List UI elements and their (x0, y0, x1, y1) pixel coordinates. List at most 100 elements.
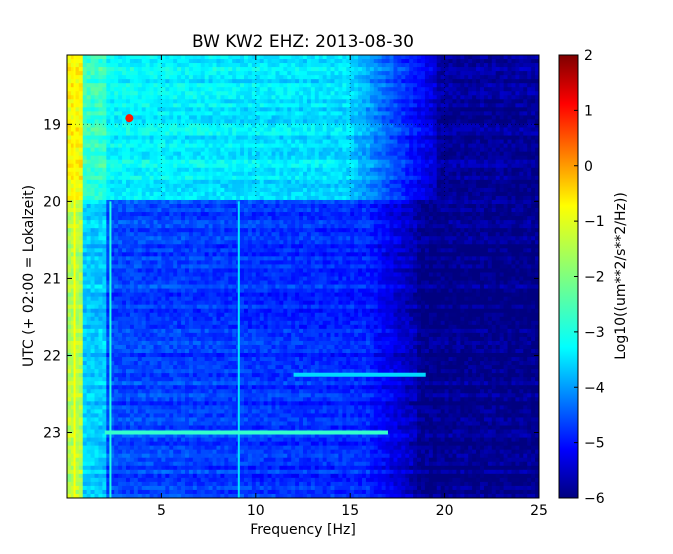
heatmap-cell (236, 143, 241, 149)
heatmap-cell (428, 135, 434, 141)
heatmap-cell (200, 107, 206, 112)
heatmap-cell (216, 187, 221, 193)
heatmap-cell (405, 75, 410, 80)
heatmap-cell (527, 87, 532, 92)
heatmap-cell (338, 195, 343, 201)
heatmap-cell (460, 103, 465, 108)
heatmap-cell (499, 71, 505, 76)
heatmap-cell (507, 167, 513, 173)
heatmap-cell (188, 163, 194, 169)
heatmap-cell (67, 107, 72, 112)
heatmap-cell (424, 79, 430, 84)
heatmap-cell (452, 131, 457, 137)
heatmap-cell (342, 204, 347, 209)
heatmap-cell (220, 75, 225, 80)
heatmap-cell (511, 135, 516, 141)
heatmap-cell (287, 208, 292, 213)
heatmap-cell (456, 212, 461, 217)
heatmap-cell (354, 220, 359, 225)
heatmap-cell (440, 127, 446, 133)
heatmap-cell (472, 135, 477, 141)
heatmap-cell (102, 208, 107, 213)
heatmap-cell (369, 119, 375, 125)
heatmap-cell (153, 139, 159, 145)
heatmap-cell (181, 87, 186, 92)
heatmap-cell (141, 119, 147, 125)
heatmap-cell (338, 139, 343, 145)
heatmap-cell (267, 135, 273, 141)
heatmap-cell (444, 79, 450, 84)
heatmap-cell (326, 55, 332, 60)
heatmap-cell (106, 208, 111, 213)
heatmap-cell (310, 111, 316, 117)
heatmap-cell (468, 55, 473, 60)
heatmap-cell (153, 67, 159, 72)
heatmap-cell (247, 147, 253, 153)
heatmap-cell (94, 55, 100, 60)
heatmap-cell (173, 175, 178, 181)
heatmap-cell (483, 195, 489, 201)
heatmap-cell (78, 59, 84, 64)
heatmap-cell (177, 115, 182, 121)
heatmap-cell (523, 175, 528, 181)
heatmap-cell (271, 111, 277, 117)
heatmap-cell (110, 191, 115, 197)
heatmap-cell (181, 195, 186, 201)
heatmap-cell (141, 179, 147, 185)
heatmap-cell (232, 123, 237, 129)
heatmap-cell (377, 79, 383, 84)
heatmap-cell (220, 216, 225, 221)
heatmap-cell (448, 159, 454, 165)
heatmap-cell (358, 119, 363, 125)
heatmap-cell (299, 204, 304, 209)
heatmap-cell (476, 91, 481, 96)
heatmap-cell (98, 187, 103, 193)
heatmap-cell (314, 91, 320, 96)
heatmap-cell (102, 220, 107, 225)
heatmap-cell (401, 212, 406, 217)
heatmap-cell (456, 135, 461, 141)
heatmap-cell (385, 171, 391, 177)
heatmap-cell (295, 151, 300, 157)
heatmap-cell (330, 83, 336, 88)
heatmap-cell (499, 143, 505, 149)
heatmap-cell (275, 212, 280, 217)
heatmap-cell (153, 63, 159, 68)
heatmap-cell (283, 183, 288, 189)
heatmap-cell (377, 87, 383, 92)
heatmap-cell (212, 151, 218, 157)
heatmap-cell (295, 175, 300, 181)
heatmap-cell (424, 139, 430, 145)
heatmap-cell (428, 83, 434, 88)
heatmap-cell (177, 208, 182, 213)
heatmap-cell (283, 171, 288, 177)
heatmap-cell (413, 127, 418, 133)
heatmap-cell (381, 115, 387, 121)
heatmap-cell (409, 212, 414, 217)
heatmap-cell (181, 71, 186, 76)
heatmap-cell (354, 204, 359, 209)
heatmap-cell (173, 139, 178, 145)
heatmap-cell (255, 199, 261, 205)
heatmap-cell (350, 99, 355, 104)
heatmap-cell (464, 208, 469, 213)
heatmap-cell (381, 99, 387, 104)
heatmap-cell (244, 115, 249, 121)
heatmap-cell (303, 63, 308, 68)
heatmap-cell (472, 59, 477, 64)
heatmap-cell (291, 127, 296, 133)
heatmap-cell (354, 199, 359, 205)
heatmap-cell (322, 67, 328, 72)
heatmap-cell (244, 183, 249, 189)
heatmap-cell (129, 99, 135, 104)
heatmap-cell (82, 71, 88, 76)
heatmap-cell (338, 143, 343, 149)
heatmap-cell (436, 199, 442, 205)
heatmap-cell (487, 63, 493, 68)
heatmap-cell (118, 107, 123, 112)
heatmap-cell (303, 147, 308, 153)
heatmap-cell (350, 75, 355, 80)
heatmap-cell (185, 79, 190, 84)
heatmap-cell (192, 187, 198, 193)
heatmap-cell (137, 91, 143, 96)
